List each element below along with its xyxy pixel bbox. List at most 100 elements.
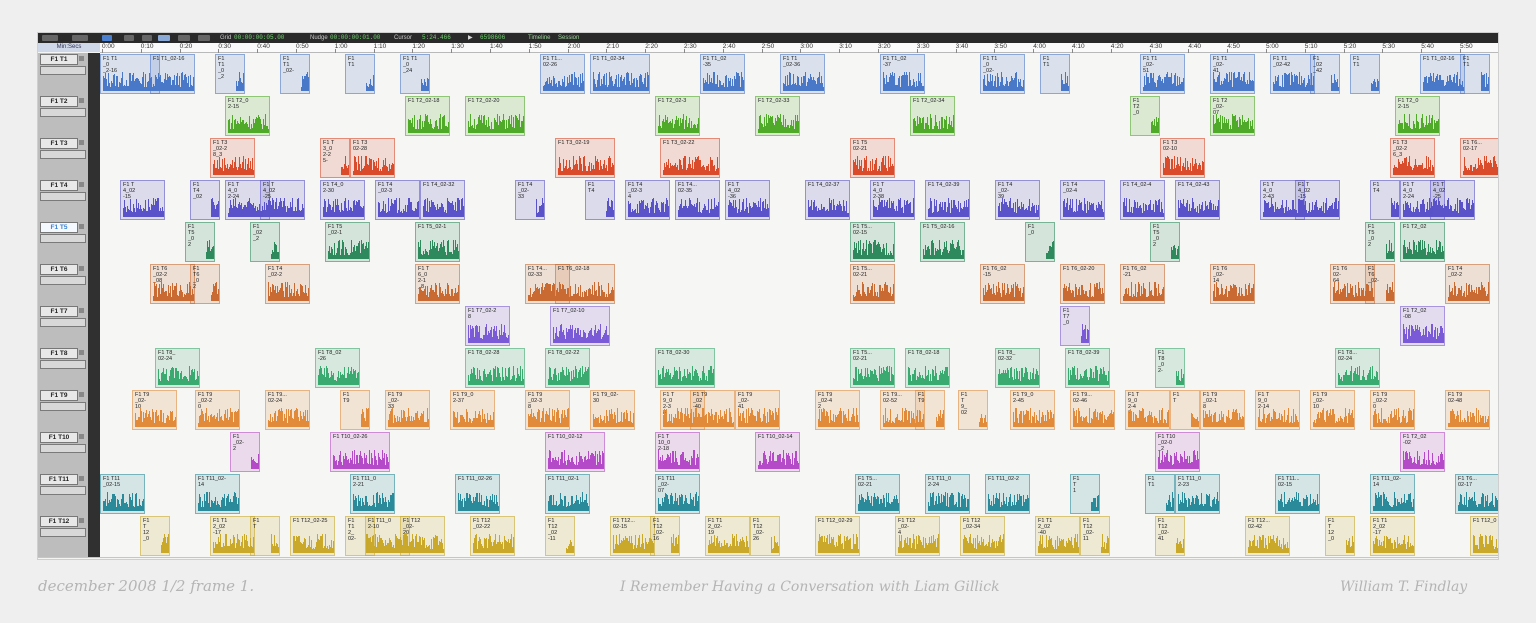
track-name[interactable]: F1 T9 — [40, 390, 78, 401]
track-controls[interactable] — [40, 66, 86, 75]
audio-clip[interactable]: F1 T7_02-2 8 — [465, 306, 510, 346]
track-lane[interactable]: F1 T2_0 2-15 F1 T2_02-18 F1 T2_02-20 F1 T2_… — [100, 95, 1498, 137]
track-header[interactable]: F1 T3 — [38, 137, 89, 179]
audio-clip[interactable]: F1 T8_ 02-24 — [155, 348, 200, 388]
grid-mode-button[interactable] — [158, 35, 170, 41]
audio-clip[interactable]: F1 T4 _02-4 — [1060, 180, 1105, 220]
audio-clip[interactable]: F1 T4_0 2-30 — [320, 180, 365, 220]
audio-clip[interactable]: F1 T4... 02-35 — [675, 180, 720, 220]
audio-clip[interactable]: F1 T4 — [1370, 180, 1400, 220]
audio-clip[interactable]: F1 T1 — [345, 54, 375, 94]
track-lane[interactable]: F1 T7_02-2 8 F1 T7_02-10 F1 T7 _0 F1 T2_02 … — [100, 305, 1498, 347]
audio-clip[interactable]: F1 T1 _02- 41 — [1210, 54, 1255, 94]
track-menu-icon[interactable] — [79, 56, 84, 61]
track-menu-icon[interactable] — [79, 392, 84, 397]
audio-clip[interactable]: F1 T4_02-43 — [1175, 180, 1220, 220]
audio-clip[interactable]: F1 T4 _02-3 — [375, 180, 420, 220]
track-header[interactable]: F1 T7 — [38, 305, 89, 347]
audio-clip[interactable]: F1 T1 — [1350, 54, 1380, 94]
view-menu-button[interactable] — [42, 35, 58, 41]
audio-clip[interactable]: F1 T8_02-18 — [905, 348, 950, 388]
audio-clip[interactable]: F1 T5_02-1 — [415, 222, 460, 262]
track-header[interactable]: F1 T2 — [38, 95, 89, 137]
track-menu-icon[interactable] — [79, 350, 84, 355]
timeline-ruler[interactable]: 0:00 0:10 0:20 0:30 0:40 0:50 1:00 1:10 1:20 1:30… — [100, 43, 1498, 53]
audio-clip[interactable]: F1 T9... 02-46 — [1070, 390, 1115, 430]
track-controls[interactable] — [40, 402, 86, 411]
track-header[interactable]: F1 T5 — [38, 221, 89, 263]
audio-clip[interactable]: F1 T4_02-32 — [420, 180, 465, 220]
audio-clip[interactable]: F1 T9 _02- 10 — [1310, 390, 1355, 430]
audio-clip[interactable]: F1 T8_02 -26 — [315, 348, 360, 388]
audio-clip[interactable]: F1 T9 _02- 33 — [385, 390, 430, 430]
audio-clip[interactable]: F1 T 4_02 -25 — [260, 180, 305, 220]
audio-clip[interactable]: F1 T8_02-22 — [545, 348, 590, 388]
audio-clip[interactable]: F1 T5 _0 2 — [1365, 222, 1395, 262]
audio-clip[interactable]: F1 T4 _02 — [190, 180, 220, 220]
track-controls[interactable] — [40, 360, 86, 369]
track-menu-icon[interactable] — [79, 182, 84, 187]
track-menu-icon[interactable] — [79, 266, 84, 271]
track-name[interactable]: F1 T10 — [40, 432, 78, 443]
audio-clip[interactable]: F1 T2 _02- 07 — [1210, 96, 1255, 136]
audio-clip[interactable]: F1 T9_0 2-37 — [450, 390, 495, 430]
audio-clip[interactable]: F1 T7_02-10 — [550, 306, 610, 346]
audio-clip[interactable]: F1 T4 _02-3 4 — [625, 180, 670, 220]
audio-clip[interactable]: F1 T9 _02- 10 — [132, 390, 177, 430]
audio-clip[interactable]: F1 T3_02-22 — [660, 138, 720, 178]
audio-clip[interactable]: F1 T1_02-16 — [150, 54, 195, 94]
audio-clip[interactable]: F1 T1_02 -37 — [880, 54, 925, 94]
track-header[interactable]: F1 T10 — [38, 431, 89, 473]
track-lane[interactable]: F1 T8_ 02-24 F1 T8_02 -26 F1 T8_02-28 F1 T8… — [100, 347, 1498, 389]
track-name[interactable]: F1 T8 — [40, 348, 78, 359]
track-header[interactable]: F1 T8 — [38, 347, 89, 389]
audio-clip[interactable]: F1 T9 _02 -40 — [690, 390, 735, 430]
audio-clip[interactable]: F1 T4_02-4 — [1120, 180, 1165, 220]
audio-clip[interactable]: F1 T2_02-18 — [405, 96, 450, 136]
audio-clip[interactable]: F1 T 9_ 02 — [958, 390, 988, 430]
spot-mode-button[interactable] — [178, 35, 190, 41]
audio-clip[interactable]: F1 T5 _02-1 — [325, 222, 370, 262]
audio-clip[interactable]: F1 T9 _02-2 0 — [1370, 390, 1415, 430]
audio-clip[interactable]: F1 T9 — [340, 390, 370, 430]
audio-clip[interactable]: F1 T 9_0 2-14 — [1255, 390, 1300, 430]
track-header[interactable]: F1 T1 — [38, 53, 89, 95]
audio-clip[interactable]: F1 T6_02 -21 — [1120, 264, 1165, 304]
audio-clip[interactable]: F1 T1 — [1040, 54, 1070, 94]
audio-clip[interactable]: F1 T 4_02 -36 — [725, 180, 770, 220]
audio-clip[interactable]: F1 T1 _0 _02- — [980, 54, 1025, 94]
audio-clip[interactable]: F1 T5... 02-21 — [850, 264, 895, 304]
track-controls[interactable] — [40, 318, 86, 327]
audio-clip[interactable]: F1 T5... 02-21 — [850, 348, 895, 388]
audio-clip[interactable]: F1 T 4_0 2-38 — [870, 180, 915, 220]
audio-clip[interactable]: F1 T2_02 — [1400, 222, 1445, 262]
audio-clip[interactable]: F1 T 6_0 2-1 _8 — [415, 264, 460, 304]
track-name[interactable]: F1 T6 — [40, 264, 78, 275]
audio-clip[interactable]: F1 _02 _2 — [250, 222, 280, 262]
audio-clip[interactable]: F1 T1 _0 _24 — [400, 54, 430, 94]
audio-clip[interactable]: F1 T8_ 02-32 — [995, 348, 1040, 388]
audio-clip[interactable]: F1 T5 _0 2 — [185, 222, 215, 262]
track-lane[interactable]: F1 T 4_02 -15 F1 T4 _02 F1 T 4_0 2-24 F1 T … — [100, 179, 1498, 221]
track-name[interactable]: F1 T3 — [40, 138, 78, 149]
audio-clip[interactable]: F1 T6 _02- — [1365, 264, 1395, 304]
audio-clip[interactable]: F1 T4 _02- 33 — [515, 180, 545, 220]
audio-clip[interactable]: F1 T5 _0 2 — [1150, 222, 1180, 262]
audio-clip[interactable]: F1 T6 _02-2 _08 — [150, 264, 195, 304]
track-menu-icon[interactable] — [79, 308, 84, 313]
track-header[interactable]: F1 T9 — [38, 389, 89, 431]
track-header[interactable]: F1 T4 — [38, 179, 89, 221]
track-name[interactable]: F1 T5 — [40, 222, 78, 233]
audio-clip[interactable]: F1 T9... 02-24 — [265, 390, 310, 430]
audio-clip[interactable]: F1 T9 _02-1 8 — [1200, 390, 1245, 430]
audio-clip[interactable]: F1 T3 _02-2 6_3 — [1390, 138, 1435, 178]
track-name[interactable]: F1 T1 — [40, 54, 78, 65]
audio-clip[interactable]: F1 T7 _0 — [1060, 306, 1090, 346]
audio-clip[interactable]: F1 T2_0 2-15 — [225, 96, 270, 136]
audio-clip[interactable]: F1 T10_02-12 — [545, 432, 605, 472]
audio-clip[interactable]: F1 _02 _42 — [1310, 54, 1340, 94]
audio-clip[interactable]: F1 T3 02-10 — [1160, 138, 1205, 178]
track-lane[interactable]: F1 T5 _0 2 F1 _02 _2 F1 T5 _02-1 F1 T5_02-1… — [100, 221, 1498, 263]
audio-clip[interactable]: F1 T6 _0 2 — [190, 264, 220, 304]
audio-clip[interactable]: F1 T6_02-20 — [1060, 264, 1105, 304]
